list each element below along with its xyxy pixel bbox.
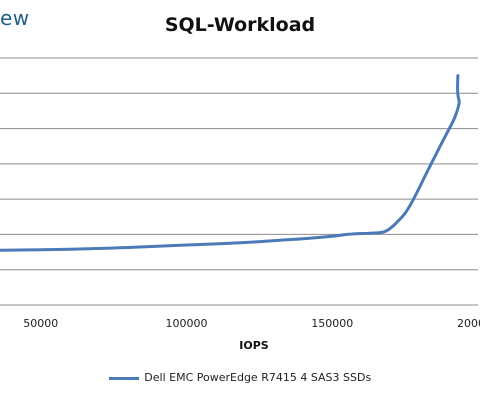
brand-logo-fragment: ew <box>0 6 30 30</box>
legend-swatch <box>108 376 139 380</box>
legend-entry-label: Dell EMC PowerEdge R7415 4 SAS3 SSDs <box>144 371 372 384</box>
x-axis-ticks: 50000 100000 150000 200000 <box>23 317 480 330</box>
legend: Dell EMC PowerEdge R7415 4 SAS3 SSDs <box>0 371 480 384</box>
x-tick-label: 150000 <box>311 317 353 330</box>
gridlines <box>0 57 478 306</box>
x-tick-label: 200000 <box>457 317 480 330</box>
series-lines <box>0 74 461 252</box>
x-tick-label: 50000 <box>23 317 58 330</box>
series-line-0 <box>0 74 461 252</box>
x-axis-label: IOPS <box>239 339 269 352</box>
chart-title: SQL-Workload <box>164 14 316 36</box>
x-tick-label: 100000 <box>166 317 208 330</box>
